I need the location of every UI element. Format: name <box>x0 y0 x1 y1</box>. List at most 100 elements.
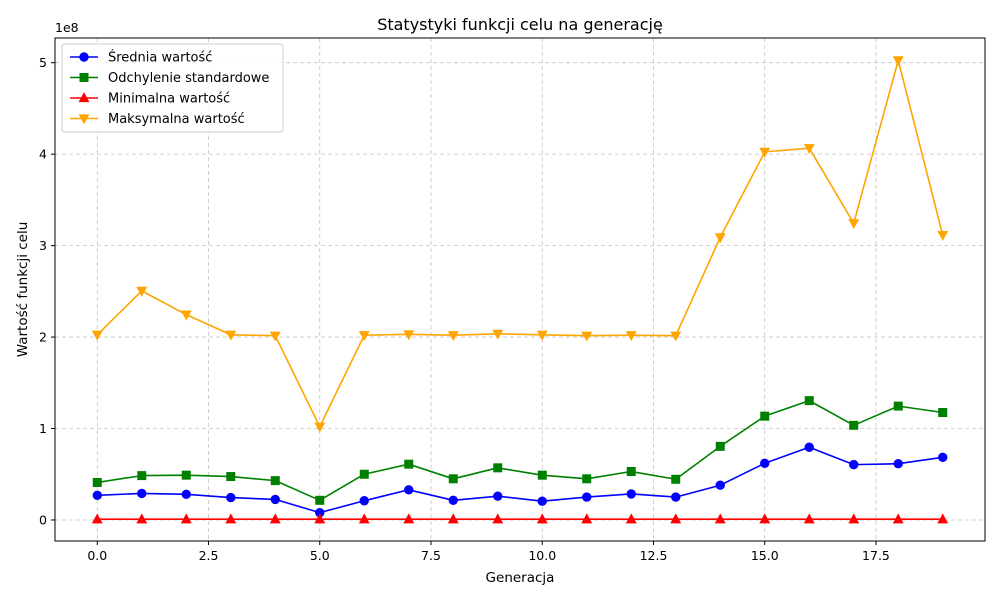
data-point <box>180 513 192 524</box>
data-point <box>626 489 636 499</box>
data-point <box>447 513 459 524</box>
data-point <box>892 56 904 67</box>
data-point <box>314 513 326 524</box>
series-0 <box>92 442 948 518</box>
data-point <box>226 492 236 503</box>
data-point <box>493 491 503 501</box>
legend-marker <box>79 73 89 82</box>
legend-item: Minimalna wartość <box>70 92 230 107</box>
series-2 <box>91 513 949 524</box>
x-tick-label: 12.5 <box>640 548 668 563</box>
data-point <box>848 219 860 230</box>
data-point <box>803 144 815 155</box>
data-point <box>91 513 103 524</box>
data-point <box>180 310 192 321</box>
x-tick-label: 5.0 <box>310 548 330 563</box>
data-point <box>537 470 547 480</box>
x-tick-label: 15.0 <box>751 548 779 563</box>
series-1 <box>92 396 948 505</box>
data-point <box>314 422 326 433</box>
data-point <box>270 476 280 486</box>
data-point <box>715 480 725 490</box>
data-point <box>315 495 325 505</box>
data-point <box>849 420 859 430</box>
data-point <box>493 463 503 473</box>
series-3 <box>91 56 949 433</box>
data-point <box>759 147 771 158</box>
legend-label: Średnia wartość <box>108 50 212 66</box>
x-tick-label: 10.0 <box>528 548 556 563</box>
data-point <box>136 513 148 524</box>
data-point <box>625 331 637 342</box>
data-point <box>358 513 370 524</box>
data-point <box>137 488 147 499</box>
data-point <box>269 513 281 524</box>
data-point <box>358 331 370 342</box>
data-point <box>226 472 236 482</box>
series-line <box>96 59 944 428</box>
data-point <box>625 513 637 524</box>
data-point <box>760 411 770 421</box>
y-tick-label: 5 <box>39 55 47 70</box>
data-point <box>137 471 147 481</box>
data-point <box>893 401 903 411</box>
legend-item: Maksymalna wartość <box>70 112 245 127</box>
data-point <box>537 496 547 506</box>
data-point <box>270 494 280 505</box>
data-point <box>937 230 949 241</box>
data-point <box>714 513 726 524</box>
data-point <box>937 513 949 524</box>
data-point <box>448 474 458 484</box>
data-point <box>136 286 148 297</box>
data-point <box>804 396 814 406</box>
data-point <box>359 469 369 479</box>
y-tick-label: 3 <box>39 238 47 253</box>
legend: Średnia wartość Odchylenie standardowe Min… <box>61 43 284 133</box>
data-point <box>403 330 415 341</box>
data-point <box>536 513 548 524</box>
data-point <box>448 495 458 506</box>
chart-title: Statystyki funkcji celu na generację <box>377 15 663 34</box>
data-point <box>404 459 414 469</box>
data-point <box>714 233 726 244</box>
data-point <box>92 490 102 500</box>
legend-label: Minimalna wartość <box>108 92 230 107</box>
legend-item: Odchylenie standardowe <box>70 71 269 86</box>
y-tick-label: 4 <box>39 147 47 162</box>
data-point <box>492 329 504 340</box>
data-point <box>582 474 592 484</box>
data-point <box>181 489 191 500</box>
data-point <box>893 459 903 469</box>
data-point <box>804 442 814 452</box>
plot-frame <box>54 37 986 542</box>
x-tick-label: 0.0 <box>87 548 107 563</box>
data-point <box>849 459 859 470</box>
y-axis-offset-label: 1e8 <box>55 20 79 35</box>
series-layer <box>91 56 949 524</box>
series-line <box>97 399 943 502</box>
tick-layer: 0.0 2.5 5.0 7.5 10.0 12.5 15.0 17.5 0 1 2 3 4 5 <box>39 55 890 563</box>
x-tick-label: 7.5 <box>421 548 441 563</box>
y-axis-title: Wartość funkcji celu <box>15 222 31 358</box>
data-point <box>938 452 948 463</box>
data-point <box>91 330 103 341</box>
legend-item: Średnia wartość <box>70 50 212 66</box>
x-tick-label: 17.5 <box>862 548 890 563</box>
series-line <box>97 446 943 514</box>
y-tick-label: 0 <box>39 512 47 527</box>
data-point <box>671 492 681 502</box>
data-point <box>938 408 948 418</box>
data-point <box>92 477 102 487</box>
y-tick-label: 1 <box>39 421 47 436</box>
data-point <box>536 330 548 341</box>
data-point <box>269 331 281 342</box>
data-point <box>359 496 369 506</box>
data-point <box>581 331 593 342</box>
data-point <box>759 513 771 524</box>
data-point <box>403 513 415 524</box>
data-point <box>581 513 593 524</box>
data-point <box>803 513 815 524</box>
data-point <box>848 513 860 524</box>
